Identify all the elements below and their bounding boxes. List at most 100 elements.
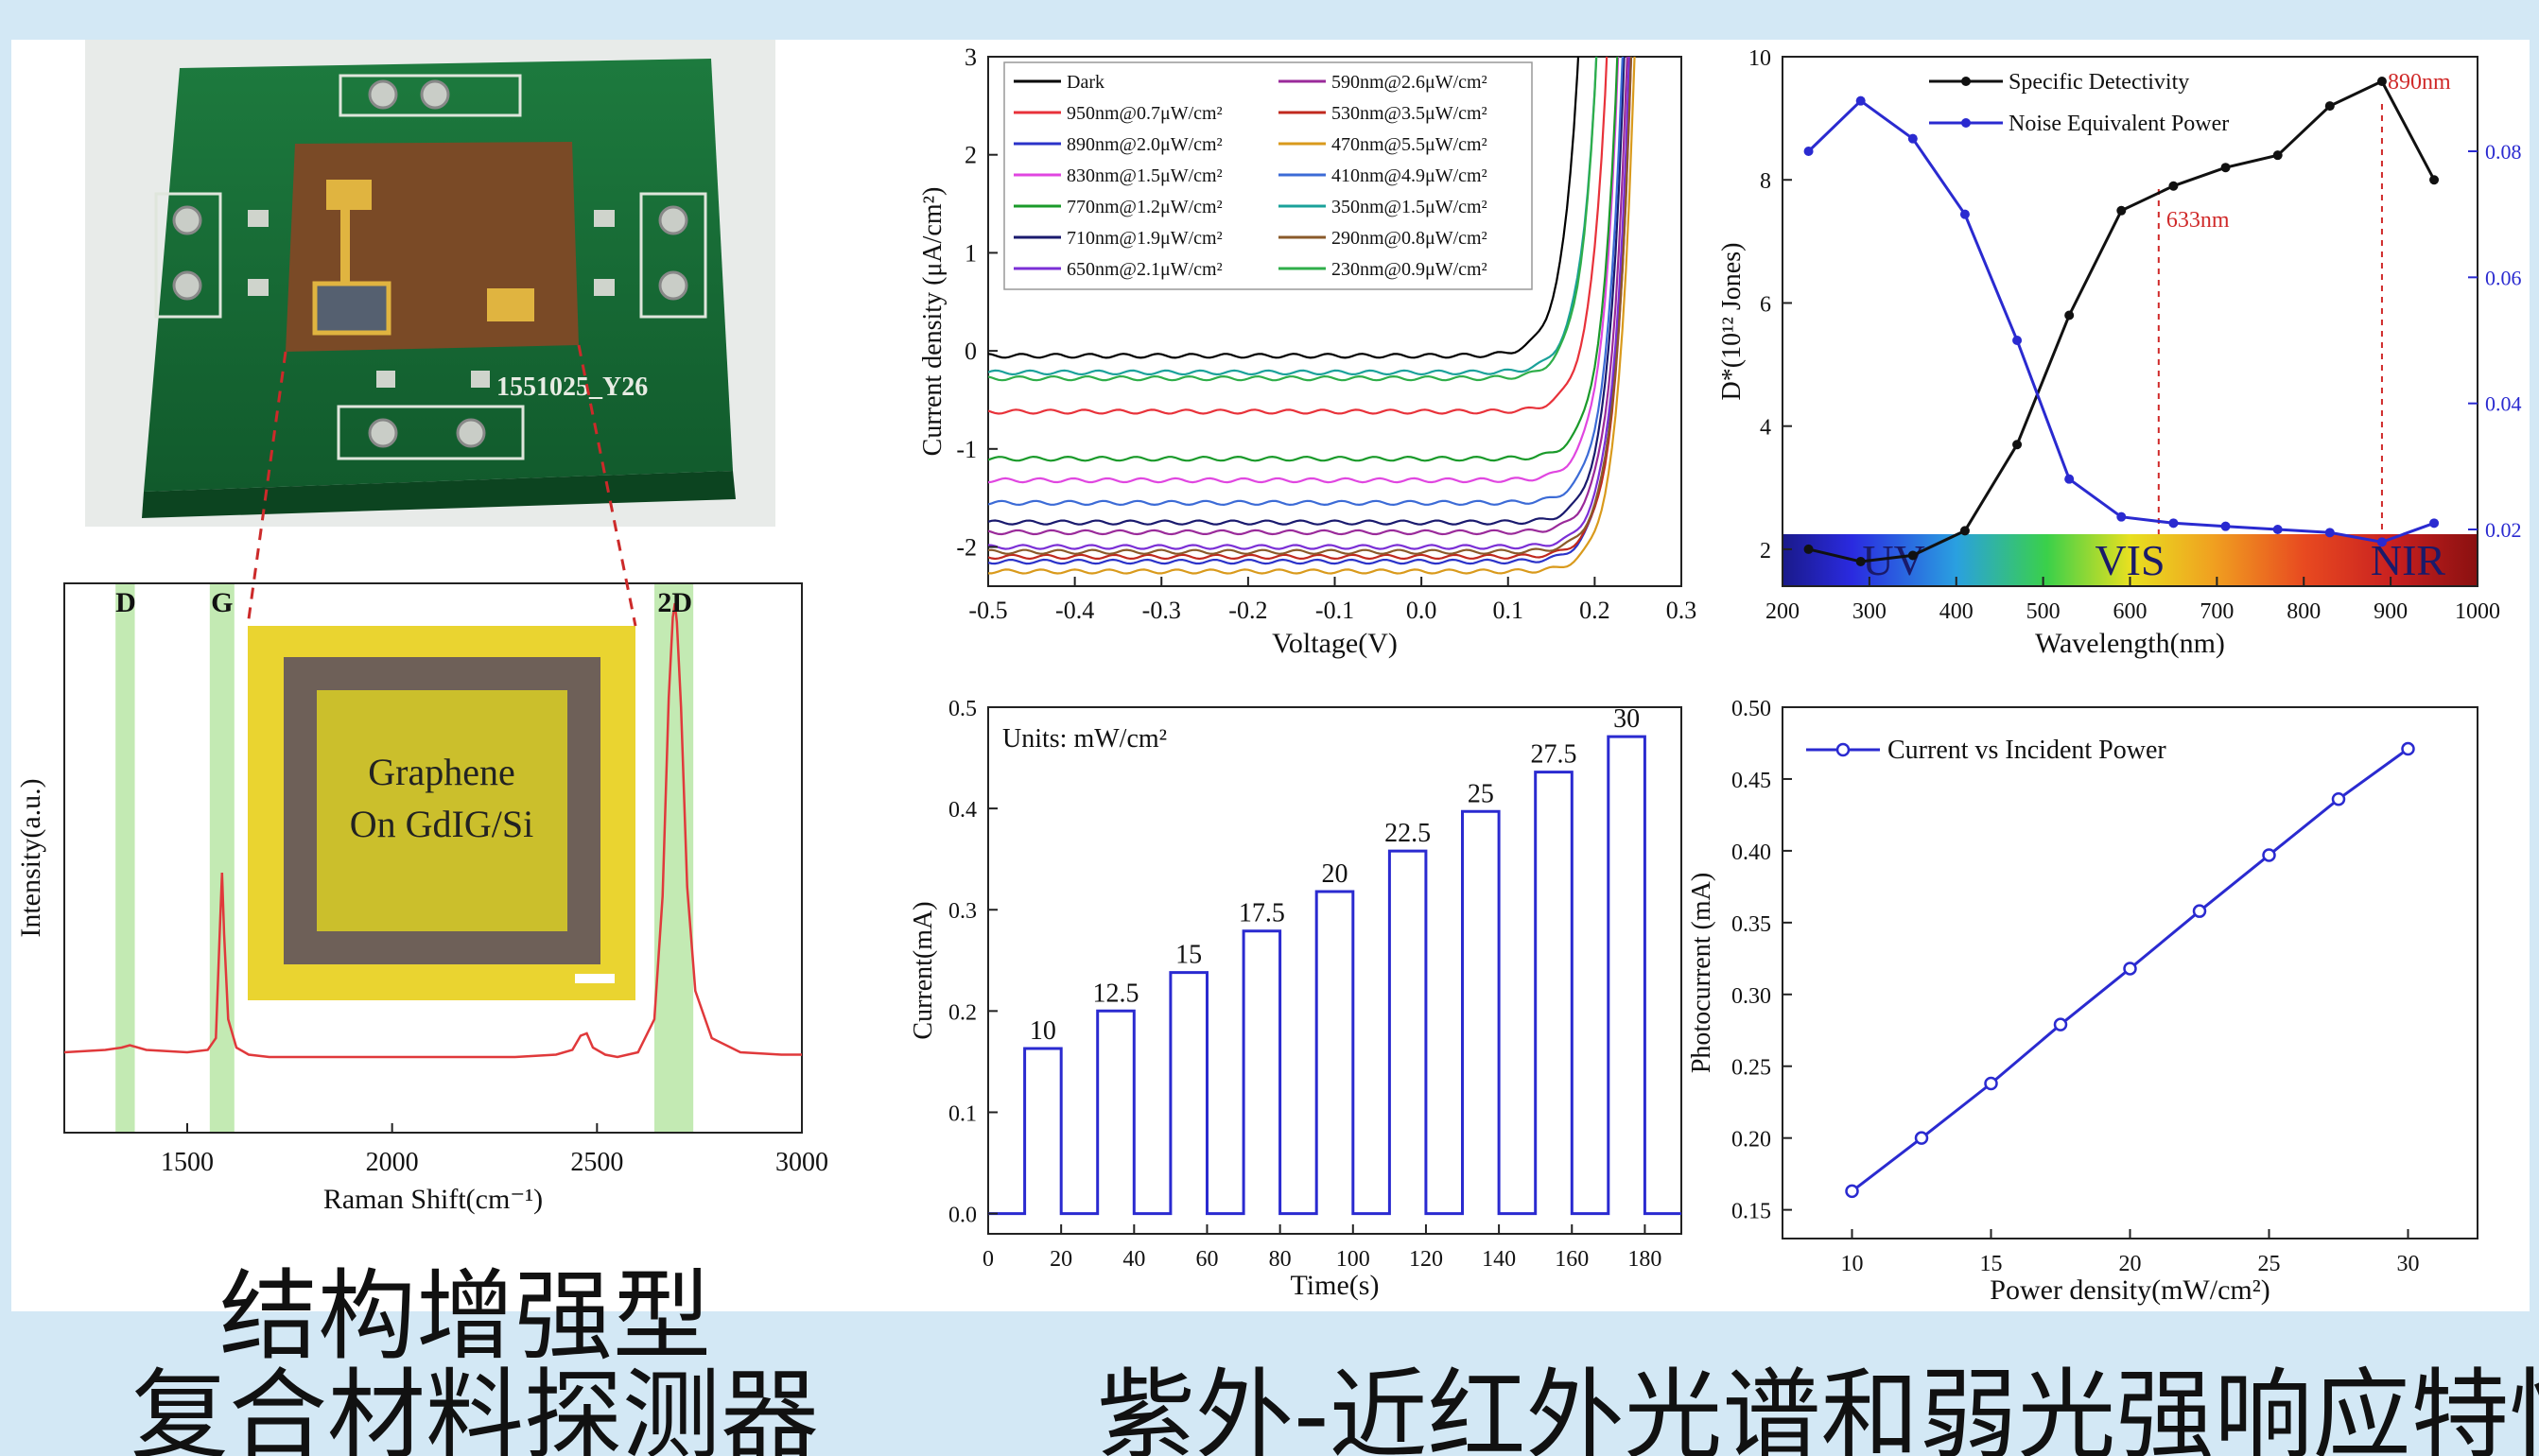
photocurrent-data-point bbox=[1845, 1184, 1859, 1199]
detectivity-legend-marker bbox=[1961, 77, 1971, 86]
iv-x-tick-label: -0.4 bbox=[1055, 597, 1094, 624]
detectivity-legend-marker bbox=[1961, 118, 1971, 128]
detectivity-data-point bbox=[2376, 77, 2387, 87]
detectivity-data-point bbox=[2168, 518, 2179, 529]
time-y-tick-label: 0.5 bbox=[948, 697, 977, 721]
iv-legend-label: Dark bbox=[1067, 72, 1104, 93]
iv-legend-label: 230nm@0.9μW/cm² bbox=[1331, 259, 1487, 280]
detectivity-data-point bbox=[2116, 511, 2127, 522]
photocurrent-y-tick-label: 0.30 bbox=[1731, 984, 1771, 1009]
pulse-label: 12.5 bbox=[1093, 979, 1139, 1008]
iv-legend-label: 410nm@4.9μW/cm² bbox=[1331, 165, 1487, 186]
detectivity-x-tick-label: 500 bbox=[2026, 599, 2061, 624]
raman-x-tick-label: 3000 bbox=[775, 1148, 828, 1177]
time-x-tick-label: 60 bbox=[1195, 1247, 1218, 1272]
raman-chart: Graphene On GdIG/Si D G 2D 1500 2000 2500 3000 Ra… bbox=[15, 582, 828, 1215]
chip-electrode-pad bbox=[326, 180, 372, 210]
time-x-tick-label: 180 bbox=[1627, 1247, 1661, 1272]
detectivity-data-point bbox=[2064, 310, 2075, 321]
iv-series-line bbox=[988, 57, 1609, 415]
inset-label-line1: Graphene bbox=[368, 751, 514, 793]
pulse-label: 17.5 bbox=[1239, 899, 1285, 928]
detectivity-data-point bbox=[2220, 163, 2231, 173]
detectivity-y-left-tick-label: 6 bbox=[1760, 292, 1771, 317]
chip-contact-pad bbox=[487, 288, 534, 321]
photocurrent-legend-marker bbox=[1835, 742, 1851, 757]
raman-peak-label: D bbox=[115, 587, 136, 618]
time-y-axis-label: Current(mA) bbox=[909, 901, 938, 1039]
iv-y-tick-label: 1 bbox=[965, 239, 977, 267]
photocurrent-data-point bbox=[2331, 791, 2346, 806]
photocurrent-y-tick-label: 0.20 bbox=[1731, 1128, 1771, 1153]
detectivity-data-point bbox=[2272, 150, 2283, 161]
detectivity-data-point bbox=[2324, 528, 2335, 538]
time-x-tick-label: 40 bbox=[1122, 1247, 1145, 1272]
iv-x-tick-label: 0.1 bbox=[1493, 597, 1524, 624]
board-pads bbox=[154, 74, 707, 460]
detectivity-data-point bbox=[2429, 518, 2440, 529]
board-label: 1551025_Y26 bbox=[496, 373, 648, 402]
iv-legend-label: 770nm@1.2μW/cm² bbox=[1067, 197, 1223, 217]
iv-series-line bbox=[988, 57, 1619, 462]
photocurrent-x-tick-label: 30 bbox=[2397, 1252, 2420, 1276]
detectivity-x-tick-label: 700 bbox=[2200, 599, 2234, 624]
iv-legend-label: 950nm@0.7μW/cm² bbox=[1067, 103, 1223, 124]
iv-series-line bbox=[988, 57, 1630, 550]
detectivity-data-point bbox=[2376, 537, 2387, 547]
detectivity-x-tick-label: 300 bbox=[1852, 599, 1887, 624]
detectivity-y-right-tick-label: 0.04 bbox=[2485, 392, 2522, 416]
detectivity-data-point bbox=[1959, 526, 1970, 536]
detectivity-y-right-tick-label: 0.06 bbox=[2485, 266, 2522, 289]
iv-series-line bbox=[988, 57, 1636, 575]
pulse-label: 30 bbox=[1613, 704, 1640, 734]
raman-y-axis-label: Intensity(a.u.) bbox=[15, 778, 46, 937]
photocurrent-data-point bbox=[2123, 962, 2137, 976]
detectivity-data-point bbox=[2012, 336, 2023, 345]
raman-x-axis-label: Raman Shift(cm⁻¹) bbox=[323, 1184, 543, 1215]
time-x-axis-label: Time(s) bbox=[1291, 1270, 1380, 1301]
detectivity-data-point bbox=[1803, 544, 1814, 554]
pulse-label: 20 bbox=[1322, 859, 1348, 889]
connector-line-right bbox=[577, 344, 637, 627]
iv-legend-label: 290nm@0.8μW/cm² bbox=[1331, 228, 1487, 249]
time-x-tick-label: 140 bbox=[1482, 1247, 1516, 1272]
detectivity-data-point bbox=[1959, 209, 1970, 219]
iv-chart: Dark 950nm@0.7μW/cm² 890nm@2.0μW/cm² 830nm@… bbox=[918, 43, 1697, 659]
detectivity-data-point bbox=[1855, 95, 1866, 106]
time-x-tick-label: 160 bbox=[1555, 1247, 1589, 1272]
detectivity-x-tick-label: 200 bbox=[1765, 599, 1800, 624]
iv-series-line bbox=[988, 57, 1620, 484]
detectivity-data-point bbox=[2324, 101, 2335, 112]
detectivity-y-left-tick-label: 2 bbox=[1760, 539, 1771, 563]
iv-x-tick-label: 0.3 bbox=[1666, 597, 1697, 624]
detectivity-series-line bbox=[1807, 98, 2435, 544]
pulse-label: 22.5 bbox=[1384, 819, 1431, 848]
iv-y-tick-label: 3 bbox=[965, 43, 977, 71]
time-response-chart: 10 12.5 15 17.5 20 22.5 25 27.5 30 Units: mW/cm² 0… bbox=[909, 697, 1682, 1301]
iv-y-tick-label: -2 bbox=[956, 534, 977, 562]
photocurrent-y-tick-label: 0.15 bbox=[1731, 1200, 1771, 1224]
photocurrent-chart: Current vs Incident Power 10 15 20 25 30 0.15 0… bbox=[1687, 697, 2478, 1306]
chip-graphene-area bbox=[312, 281, 391, 336]
detectivity-y-right-tick-label: 0.02 bbox=[2485, 518, 2522, 542]
detectivity-data-point bbox=[2116, 205, 2127, 216]
iv-y-tick-label: -1 bbox=[956, 436, 977, 463]
iv-legend-box bbox=[1003, 61, 1533, 290]
photocurrent-data-point bbox=[2262, 848, 2276, 862]
detectivity-data-point bbox=[2429, 175, 2440, 185]
iv-series-line bbox=[988, 57, 1598, 382]
caption-left-line1: 结构增强型 bbox=[219, 1258, 712, 1374]
raman-peak-band bbox=[115, 583, 135, 1133]
iv-legend-label: 590nm@2.6μW/cm² bbox=[1331, 72, 1487, 93]
detectivity-data-point bbox=[2012, 440, 2023, 450]
iv-x-tick-label: -0.1 bbox=[1315, 597, 1354, 624]
pulse-label: 10 bbox=[1030, 1016, 1056, 1046]
iv-legend-label: 830nm@1.5μW/cm² bbox=[1067, 165, 1223, 186]
iv-series-line bbox=[988, 57, 1628, 536]
iv-series-line bbox=[988, 57, 1598, 376]
photocurrent-y-tick-label: 0.45 bbox=[1731, 769, 1771, 793]
raman-x-tick-label: 1500 bbox=[161, 1148, 214, 1177]
detectivity-x-tick-label: 1000 bbox=[2455, 599, 2500, 624]
